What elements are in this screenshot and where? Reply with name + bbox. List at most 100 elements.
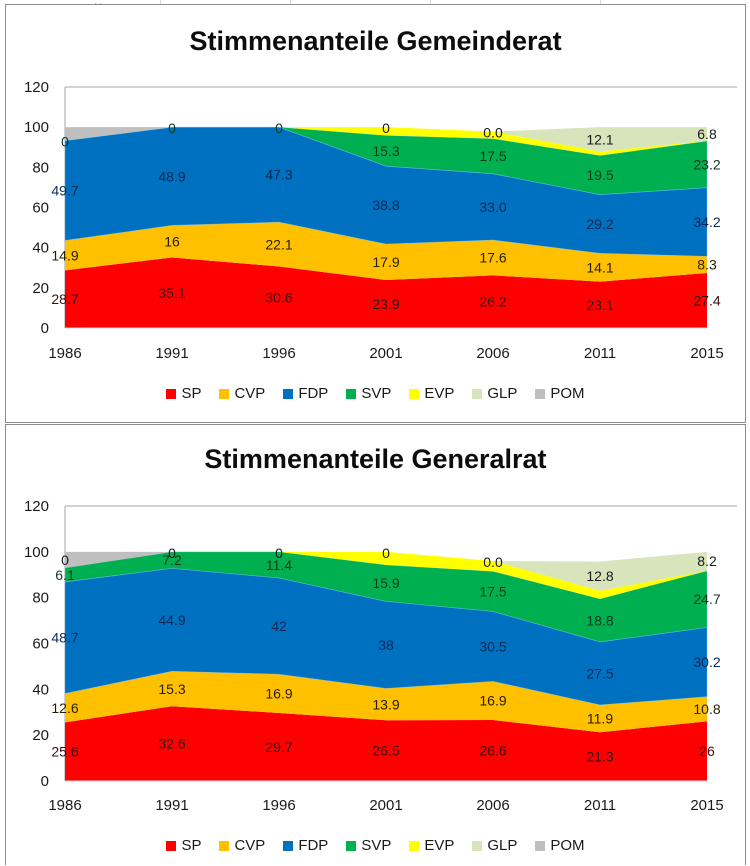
area-series-glp[interactable] [65,127,707,152]
legend-item-evp[interactable]: EVP [409,385,454,402]
legend-label: POM [550,837,585,854]
y-tick-label: 0 [41,773,49,790]
legend-item-pom[interactable]: POM [535,385,585,402]
chart-generalrat[interactable]: Stimmenanteile Generalrat 0 20 40 60 80 100 12… [5,424,746,865]
y-tick-label: 120 [24,79,49,96]
data-label-fdp: 34.2 [693,214,720,230]
area-series-glp[interactable] [65,551,707,591]
legend-swatch-icon [283,388,294,399]
area-series-sp[interactable] [65,706,707,781]
y-tick-label: 100 [24,544,49,561]
data-label-fdp: 49.7 [51,183,78,199]
data-label-svp: 0 [275,120,283,136]
data-label-fdp: 47.3 [265,167,292,183]
data-label-glp: 0 [382,545,390,561]
x-tick-label: 1991 [155,797,188,814]
legend-item-sp[interactable]: SP [166,837,201,854]
data-label-glp: 0.0 [483,125,503,141]
legend-item-fdp[interactable]: FDP [283,837,328,854]
legend-label: GLP [487,385,518,402]
legend-item-sp[interactable]: SP [166,385,201,402]
legend-item-fdp[interactable]: FDP [283,385,328,402]
area-series-cvp[interactable] [65,671,707,733]
data-label-sp: 26.5 [372,743,399,759]
data-label-cvp: 8.3 [697,257,717,273]
data-label-cvp: 22.1 [265,236,292,252]
data-label-fdp: 48.7 [51,630,78,646]
legend-swatch-icon [535,840,546,851]
legend-label: FDP [298,837,329,854]
x-tick-label: 1996 [262,345,295,362]
legend-swatch-icon [535,388,546,399]
data-label-sp: 35.1 [158,285,185,301]
x-tick-label: 1986 [48,345,81,362]
data-label-sp: 23.1 [586,297,613,313]
data-label-glp: 12.1 [586,131,613,147]
legend-swatch-icon [409,388,420,399]
area-series-pom[interactable] [65,551,707,568]
legend-swatch-icon [472,840,483,851]
data-label-sp: 25.6 [51,744,78,760]
data-label-sp: 32.6 [158,736,185,752]
legend-swatch-icon [166,840,177,851]
legend-label: SVP [361,385,392,402]
legend-item-cvp[interactable]: CVP [219,385,265,402]
area-series-pom[interactable] [65,127,707,141]
area-series-evp[interactable] [65,127,707,156]
y-tick-label: 80 [32,590,49,607]
data-label-svp: 15.3 [372,143,399,159]
y-tick-label: 100 [24,119,49,136]
legend-item-glp[interactable]: GLP [472,385,517,402]
chart-legend[interactable]: SP CVP FDP SVP EVP GLP POM [6,837,745,854]
y-tick-label: 40 [32,240,49,257]
data-label-svp: 17.5 [479,148,506,164]
data-label-cvp: 12.6 [51,700,78,716]
legend-label: SP [181,385,202,402]
legend-item-glp[interactable]: GLP [472,837,517,854]
data-label-cvp: 10.8 [693,701,720,717]
plot-area-generalrat: 0 20 40 60 80 100 120 1986 1991 1996 2001 2006 2011 2… [24,498,737,814]
chart-title: Stimmenanteile Gemeinderat [189,26,562,56]
data-label-cvp: 15.3 [158,681,185,697]
data-label-svp: 19.5 [586,167,613,183]
sheet-gridline [160,0,161,5]
data-label-cvp: 13.9 [372,696,399,712]
x-tick-label: 2015 [690,345,723,362]
area-series-svp[interactable] [64,551,708,643]
chart-gemeinderat[interactable]: Stimmenanteile Gemeinderat 0 20 40 60 80 100 1… [5,4,746,423]
legend-swatch-icon [346,840,357,851]
data-label-svp: 0 [168,120,176,136]
data-label-sp: 21.3 [586,749,613,765]
data-label-sp: 23.9 [372,296,399,312]
y-tick-label: 20 [32,280,49,297]
legend-label: SVP [361,837,392,854]
legend-item-svp[interactable]: SVP [346,385,391,402]
data-label-glp: 6.8 [697,126,717,142]
data-label-cvp: 16.9 [265,686,292,702]
legend-item-pom[interactable]: POM [535,837,585,854]
data-label-cvp: 17.9 [372,254,399,270]
legend-label: CVP [234,385,266,402]
legend-item-cvp[interactable]: CVP [219,837,265,854]
data-label-pom: 0 [61,552,69,568]
legend-swatch-icon [219,388,230,399]
data-label-glp: 0.0 [483,554,503,570]
area-series-svp[interactable] [64,126,708,195]
legend-item-svp[interactable]: SVP [346,837,391,854]
area-series-cvp[interactable] [65,222,707,282]
data-label-glp: 8.2 [697,553,717,569]
legend-label: CVP [234,837,266,854]
sheet-gridline [430,0,431,5]
legend-label: FDP [298,385,329,402]
legend-swatch-icon [219,840,230,851]
legend-item-evp[interactable]: EVP [409,837,454,854]
y-tick-label: 20 [32,727,49,744]
legend-swatch-icon [472,388,483,399]
data-label-glp: 0 [382,120,390,136]
area-series-sp[interactable] [65,257,707,328]
data-label-sp: 26.6 [479,743,506,759]
y-tick-label: 60 [32,636,49,653]
area-series-evp[interactable] [65,551,707,599]
data-label-cvp: 14.9 [51,247,78,263]
chart-legend[interactable]: SP CVP FDP SVP EVP GLP POM [6,385,745,402]
